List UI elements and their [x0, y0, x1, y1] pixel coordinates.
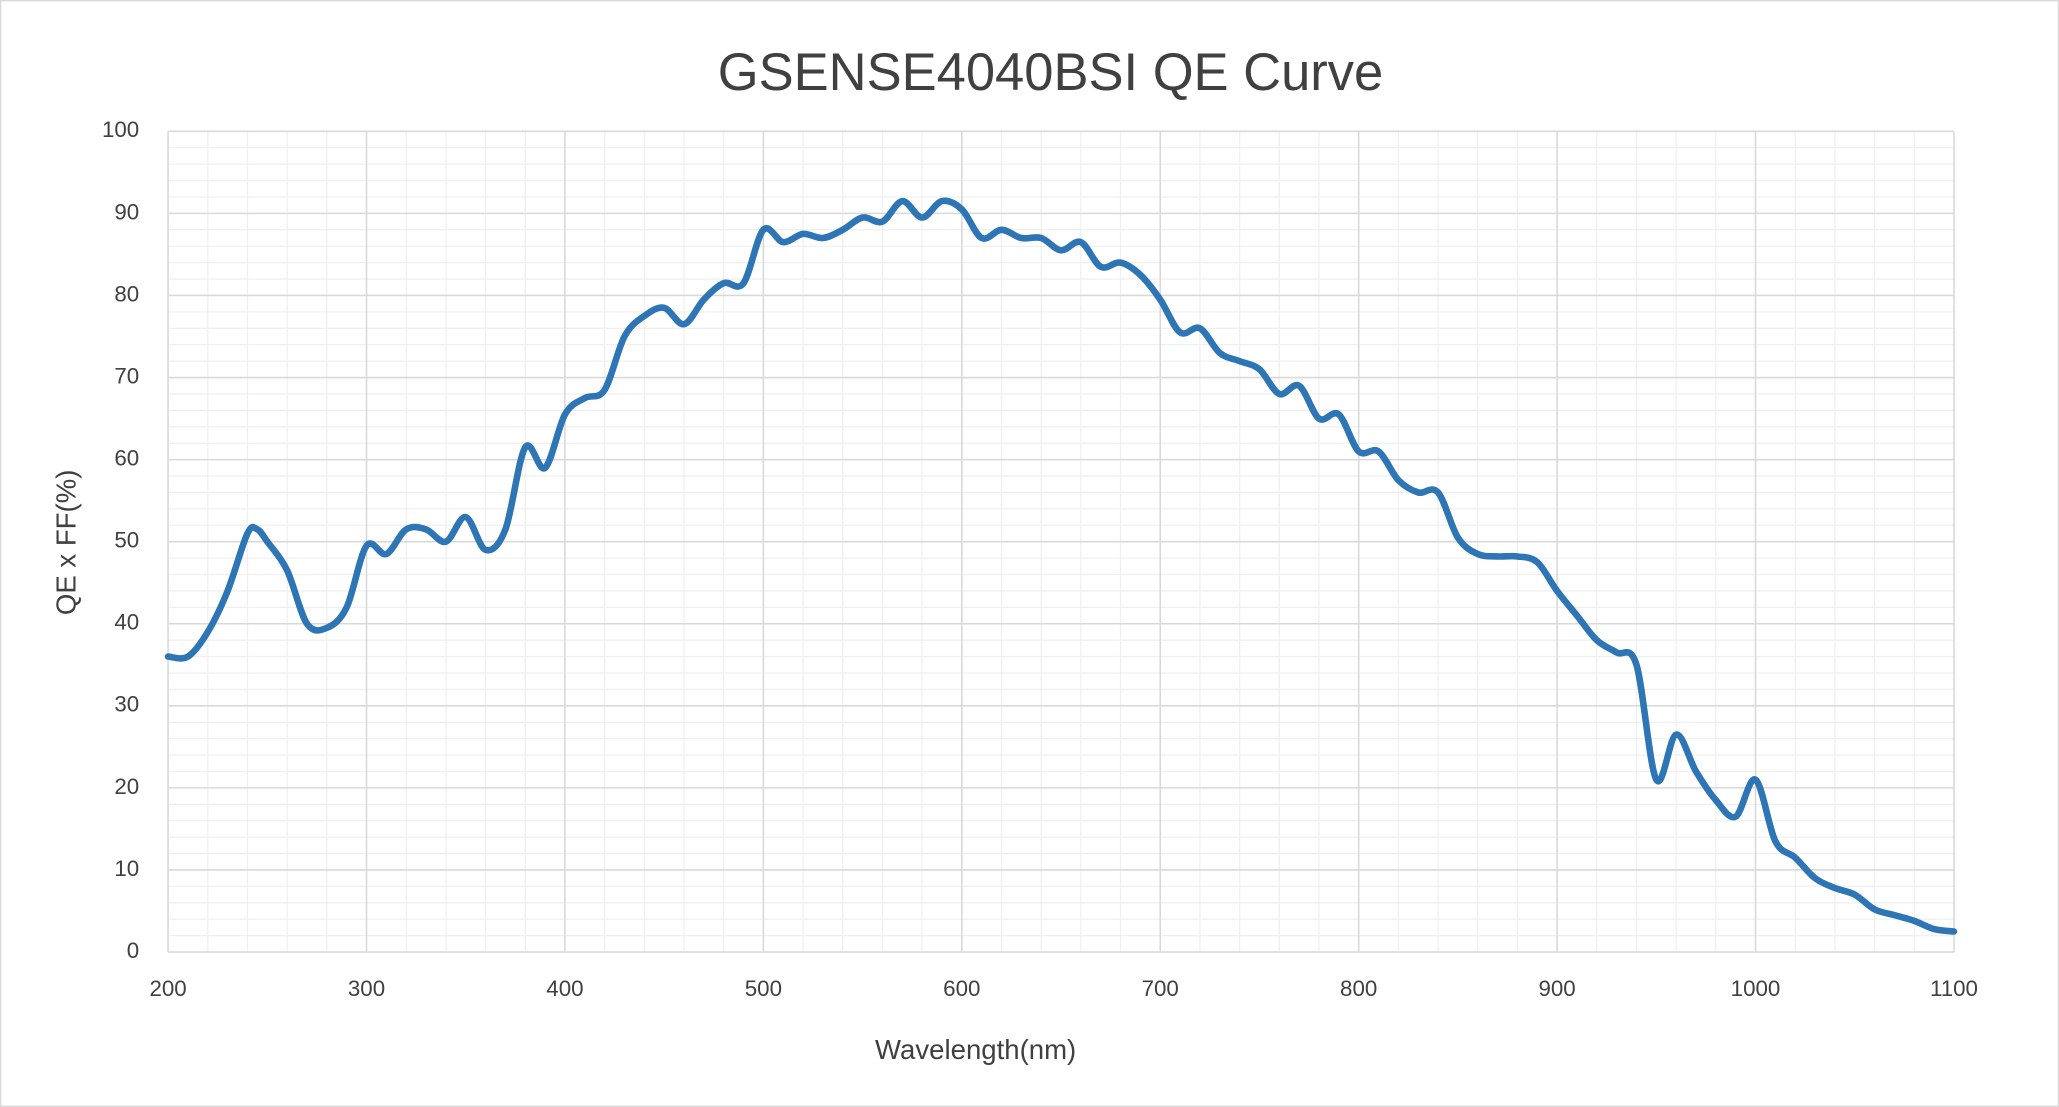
grid	[167, 130, 1955, 953]
x-tick-label: 900	[1538, 976, 1575, 1001]
data-line	[164, 197, 1958, 935]
x-tick-label: 1100	[1930, 976, 1978, 1001]
y-tick-label: 0	[127, 938, 139, 963]
x-tick-label: 1000	[1731, 976, 1781, 1001]
x-tick-label: 800	[1340, 976, 1377, 1001]
y-tick-label: 100	[102, 117, 139, 142]
y-tick-label: 80	[114, 281, 139, 306]
y-tick-label: 50	[114, 528, 139, 553]
x-axis-title: Wavelength(nm)	[875, 1034, 1076, 1065]
x-tick-label: 200	[149, 976, 186, 1001]
chart-title: GSENSE4040BSI QE Curve	[718, 43, 1383, 102]
x-tick-label: 600	[943, 976, 980, 1001]
y-tick-label: 20	[114, 774, 139, 799]
x-tick-label: 700	[1142, 976, 1179, 1001]
y-tick-label: 40	[114, 610, 139, 635]
y-tick-label: 10	[114, 856, 139, 881]
x-tick-label: 300	[348, 976, 385, 1001]
y-axis-title: QE x FF(%)	[51, 470, 82, 615]
y-tick-label: 70	[114, 363, 139, 388]
y-tick-label: 30	[114, 692, 139, 717]
x-tick-label: 400	[546, 976, 583, 1001]
y-tick-label: 60	[114, 446, 139, 471]
x-tick-label: 500	[745, 976, 782, 1001]
y-tick-label: 90	[114, 199, 139, 224]
